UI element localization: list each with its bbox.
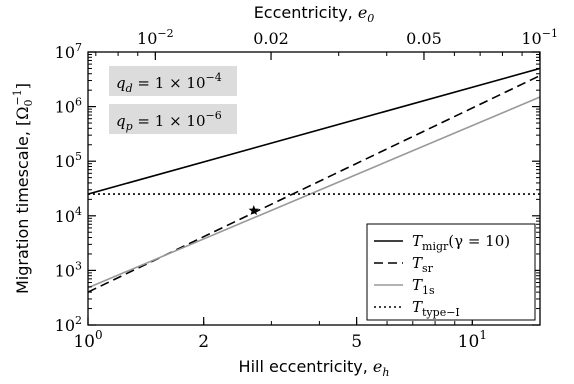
top-tick-label-1: 0.02 <box>253 29 289 48</box>
y-tick-label-0: 102 <box>55 314 82 335</box>
legend-label-1: Tsr <box>412 254 434 275</box>
annotation-layer: qd = 1 × 10−4 qp = 1 × 10−6 <box>109 66 237 134</box>
top-axis-title: Eccentricity, e0 <box>254 3 375 25</box>
top-tick-label-0: 10−2 <box>137 27 174 48</box>
annotation-box-1 <box>109 104 237 134</box>
y-tick-label-4: 106 <box>55 96 82 117</box>
top-tick-label-3: 10−1 <box>521 27 558 48</box>
plot-frame <box>87 51 541 326</box>
legend-label-2: T1s <box>412 276 435 297</box>
legend-box <box>366 223 536 321</box>
legend-label-0: Tmigr(γ = 10) <box>412 232 510 253</box>
y-axis-title: Migration timescale, [Ω0−1] <box>11 83 35 294</box>
x-tick-label-1: 2 <box>198 332 209 352</box>
x-axis-title: Hill eccentricity, eh <box>239 357 390 379</box>
plot-content <box>88 67 540 293</box>
top-tick-label-2: 0.05 <box>406 29 442 48</box>
y-tick-label-5: 107 <box>55 41 82 62</box>
x-tick-label-2: 5 <box>351 332 362 352</box>
y-tick-label-2: 104 <box>55 205 82 226</box>
x-tick-label-3: 101 <box>458 328 487 352</box>
series-line-0 <box>88 67 540 195</box>
legend-label-3: Ttype−I <box>412 298 460 319</box>
axes-layer: 100 2 5 101 10−2 0.02 0.05 10−1 102 103 104 105 106 1… <box>11 3 558 379</box>
annotation-text-0: qd = 1 × 10−4 <box>116 71 222 95</box>
star-marker-0 <box>248 205 259 215</box>
series-line-2 <box>88 96 540 289</box>
y-tick-label-1: 103 <box>55 259 82 280</box>
annotation-box-0 <box>109 66 237 96</box>
annotation-text-1: qp = 1 × 10−6 <box>116 109 222 133</box>
x-tick-label-0: 100 <box>73 328 102 352</box>
y-tick-label-3: 105 <box>55 150 82 171</box>
